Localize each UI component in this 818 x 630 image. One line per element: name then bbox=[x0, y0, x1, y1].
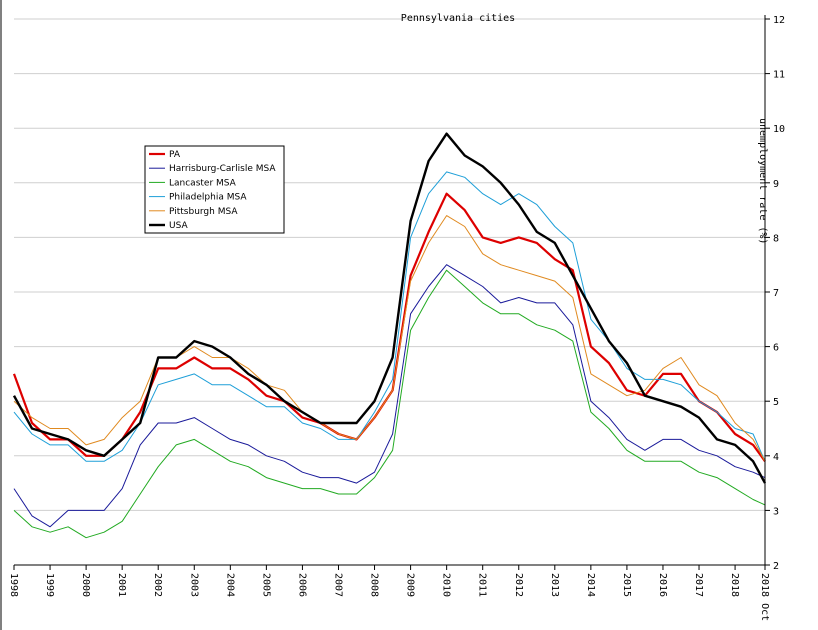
axes: 2 3 4 5 6 7 8 9 10 11 12 1998 1999 2000 2001 2002 2003 20… bbox=[0, 0, 785, 630]
x-tick-label: 2018 Oct bbox=[759, 573, 770, 621]
y-tick-label: 4 bbox=[773, 452, 779, 463]
y-tick-label: 3 bbox=[773, 506, 779, 517]
x-tick-label: 2012 bbox=[513, 573, 524, 597]
y-axis-label: unemployment rate (%) bbox=[757, 118, 768, 244]
x-tick-label: 2001 bbox=[116, 573, 127, 597]
series-line bbox=[13, 264, 766, 528]
y-tick-label: 7 bbox=[773, 288, 779, 299]
x-tick-label: 1998 bbox=[8, 573, 19, 597]
y-tick-label: 8 bbox=[773, 233, 779, 244]
series-line bbox=[13, 215, 766, 462]
y-tick-label: 10 bbox=[773, 124, 785, 135]
series-layer bbox=[12, 132, 767, 539]
x-tick-label: 2013 bbox=[549, 573, 560, 597]
x-tick-label: 2007 bbox=[332, 573, 343, 597]
y-tick-label: 2 bbox=[773, 561, 779, 572]
y-tick-label: 11 bbox=[773, 70, 785, 81]
x-tick-label: 1999 bbox=[44, 573, 55, 597]
x-tick-label: 2000 bbox=[80, 573, 91, 597]
y-tick-label: 9 bbox=[773, 179, 779, 190]
legend-label: USA bbox=[169, 221, 188, 231]
x-tick-label: 2018 bbox=[729, 573, 740, 597]
x-tick-label: 2014 bbox=[585, 573, 596, 597]
x-tick-label: 2016 bbox=[657, 573, 668, 597]
x-tick-label: 2002 bbox=[152, 573, 163, 597]
y-tick-label: 5 bbox=[773, 397, 779, 408]
x-tick-label: 2004 bbox=[224, 573, 235, 597]
legend-box bbox=[144, 145, 285, 234]
legend: PA Harrisburg-Carlisle MSA Lancaster MSA Ph… bbox=[144, 145, 285, 234]
series-line bbox=[12, 132, 767, 484]
legend-label: Philadelphia MSA bbox=[169, 193, 247, 203]
legend-label: PA bbox=[169, 150, 181, 160]
x-tick-label: 2017 bbox=[693, 573, 704, 597]
legend-label: Harrisburg-Carlisle MSA bbox=[169, 164, 276, 174]
x-tick-label: 2003 bbox=[188, 573, 199, 597]
x-tick-label: 2006 bbox=[296, 573, 307, 597]
legend-label: Lancaster MSA bbox=[169, 178, 237, 188]
x-tick-label: 2008 bbox=[369, 573, 380, 597]
x-tick-label: 2005 bbox=[260, 573, 271, 597]
series-line bbox=[13, 269, 766, 539]
x-tick-label: 2010 bbox=[441, 573, 452, 597]
x-tick-label: 2015 bbox=[621, 573, 632, 597]
x-tick-label: 2011 bbox=[477, 573, 488, 597]
x-tick-label: 2009 bbox=[405, 573, 416, 597]
legend-label: Pittsburgh MSA bbox=[169, 207, 238, 217]
gridlines bbox=[14, 18, 765, 566]
y-tick-label: 6 bbox=[773, 343, 779, 354]
y-tick-label: 12 bbox=[773, 15, 785, 26]
chart-title: Pennsylvania cities bbox=[401, 13, 515, 24]
